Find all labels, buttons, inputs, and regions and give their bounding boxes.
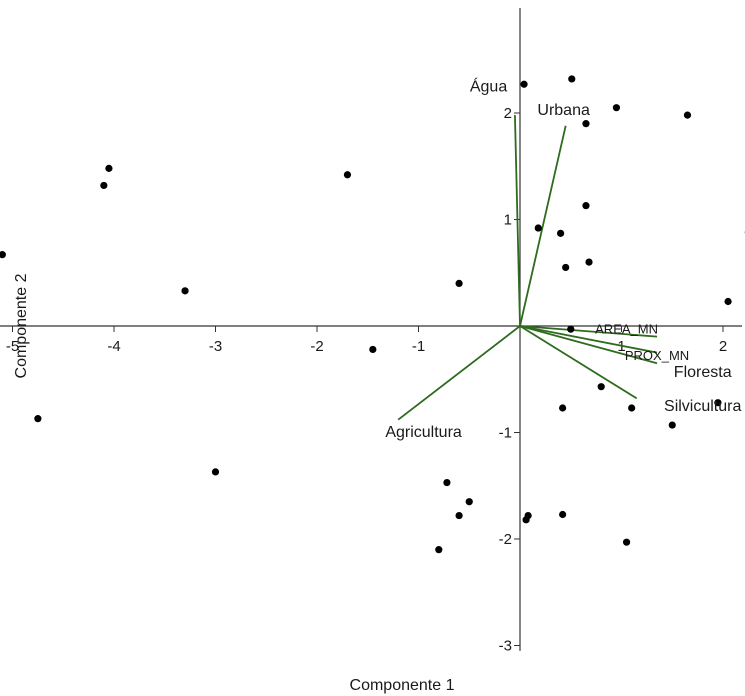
- vector-label: PROX_MN: [625, 348, 689, 363]
- data-point: [559, 404, 567, 412]
- loading-vector-area-mn: [519, 325, 658, 338]
- y-tick-label: 1: [504, 212, 512, 229]
- data-point: [562, 263, 570, 272]
- x-tick-label: -1: [412, 338, 425, 355]
- y-tick-label: -3: [499, 638, 512, 655]
- data-point: [557, 229, 565, 237]
- data-point: [455, 279, 463, 287]
- x-tick-label: -3: [209, 338, 222, 355]
- y-tick-label: 2: [504, 105, 512, 122]
- y-axis-title: Componente 2: [13, 273, 30, 378]
- vector-label: Urbana: [537, 102, 590, 119]
- loading-vector-agricultura: [397, 325, 521, 421]
- y-tick-label: -1: [499, 425, 512, 442]
- data-point: [622, 538, 631, 546]
- vectors-group: [397, 115, 658, 421]
- y-tick-label: -2: [499, 531, 512, 548]
- vector-label: AREA_MN: [595, 321, 658, 336]
- data-point: [628, 404, 636, 412]
- data-point: [567, 325, 575, 333]
- data-point: [683, 111, 692, 119]
- data-point: [585, 258, 593, 266]
- data-point: [612, 104, 621, 112]
- points-group: [0, 75, 745, 554]
- x-axis-title: Componente 1: [350, 677, 455, 694]
- vector-label: Água: [470, 77, 507, 96]
- x-tick-label: -4: [107, 338, 120, 355]
- data-point: [522, 516, 530, 524]
- vector-label: Agricultura: [385, 424, 462, 441]
- data-point: [582, 202, 590, 210]
- data-point: [369, 345, 377, 354]
- loading-vector--gua: [514, 115, 521, 327]
- data-point: [724, 297, 732, 306]
- x-tick-label: -5: [6, 338, 19, 355]
- data-point: [597, 383, 605, 391]
- data-point: [100, 181, 108, 190]
- data-point: [714, 399, 722, 407]
- data-point: [0, 251, 6, 259]
- data-point: [668, 421, 676, 429]
- x-tick-label: -2: [310, 338, 323, 355]
- data-point: [559, 510, 567, 519]
- data-point: [568, 75, 576, 83]
- vector-label: Floresta: [674, 364, 732, 381]
- loading-vector-silvicultura: [519, 325, 638, 400]
- data-point: [582, 120, 590, 128]
- data-point: [465, 498, 473, 506]
- data-point: [181, 287, 189, 295]
- data-point: [211, 468, 220, 476]
- loading-vector-urbana: [519, 125, 567, 327]
- data-point: [343, 171, 352, 179]
- data-point: [105, 164, 113, 172]
- vector-label: Silvicultura: [664, 398, 741, 415]
- loading-vector-floresta: [519, 325, 658, 365]
- data-point: [443, 478, 451, 487]
- data-point: [34, 415, 42, 423]
- data-point: [534, 224, 542, 232]
- loading-vector-prox-mn: [519, 325, 658, 354]
- data-point: [435, 546, 443, 554]
- data-point: [520, 80, 528, 88]
- data-point: [455, 511, 463, 520]
- x-tick-label: 2: [719, 338, 727, 355]
